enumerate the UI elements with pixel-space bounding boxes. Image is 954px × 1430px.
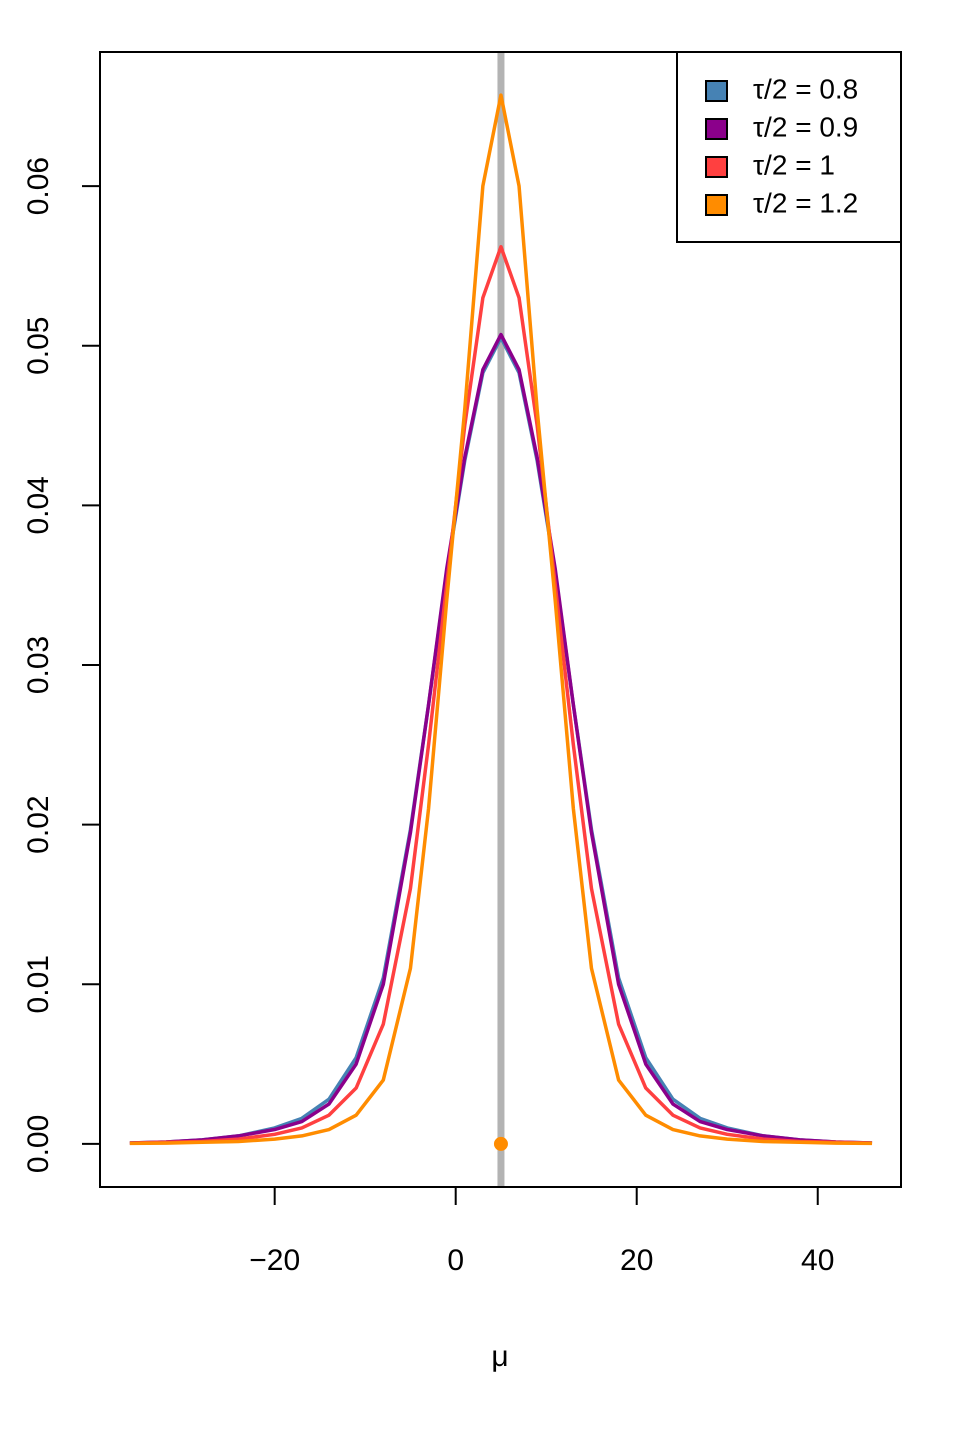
y-tick-label: 0.06	[22, 157, 55, 215]
y-tick-label: 0.00	[22, 1115, 55, 1173]
point-marker	[493, 1136, 508, 1151]
legend-swatch	[705, 80, 728, 102]
x-tick-label: 20	[620, 1244, 653, 1277]
series-line	[129, 245, 873, 1145]
legend-swatch	[705, 118, 728, 140]
series-line	[129, 332, 873, 1145]
legend-label: τ/2 = 1.2	[753, 187, 858, 218]
series-line	[129, 93, 873, 1146]
legend-label: τ/2 = 1	[753, 149, 835, 180]
x-tick-label: 0	[447, 1244, 464, 1277]
plot-frame	[99, 51, 902, 1188]
y-tick-label: 0.05	[22, 317, 55, 375]
legend-swatch	[705, 156, 728, 178]
x-axis-label: μ	[491, 1340, 508, 1373]
x-tick-label: 40	[801, 1244, 834, 1277]
legend-label: τ/2 = 0.9	[753, 111, 858, 142]
x-tick-label: −20	[249, 1244, 300, 1277]
y-tick-label: 0.03	[22, 636, 55, 694]
y-tick-label: 0.01	[22, 955, 55, 1013]
legend-label: τ/2 = 0.8	[753, 73, 858, 104]
y-tick-label: 0.04	[22, 476, 55, 534]
y-tick-label: 0.02	[22, 795, 55, 853]
legend-swatch	[705, 194, 728, 216]
